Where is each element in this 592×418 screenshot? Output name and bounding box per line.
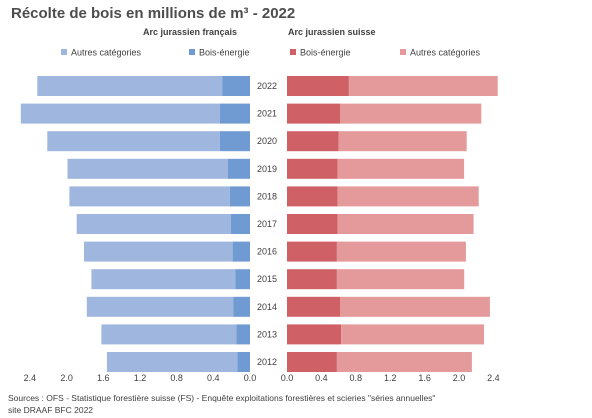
legend-swatch-fr-0 bbox=[61, 49, 67, 55]
year-label-2019: 2019 bbox=[257, 164, 277, 174]
bar-ch-bois-energie-2016 bbox=[287, 241, 337, 262]
chart-title: Récolte de bois en millions de m³ - 2022 bbox=[11, 5, 295, 22]
x-tick-fr-6: 0.0 bbox=[244, 373, 257, 383]
panel-suisse: Arc jurassien suisse Bois-énergie Autres c… bbox=[281, 27, 500, 383]
panel-title-suisse: Arc jurassien suisse bbox=[288, 27, 376, 37]
bar-ch-autres-2014 bbox=[340, 296, 490, 317]
bar-fr-autres-2016 bbox=[84, 241, 233, 262]
x-tick-fr-1: 2.0 bbox=[60, 373, 73, 383]
year-label-2013: 2013 bbox=[257, 329, 277, 339]
bar-ch-autres-2022 bbox=[348, 76, 498, 96]
bar-fr-autres-2018 bbox=[69, 186, 230, 207]
source-line-1: Sources : OFS - Statistique forestière s… bbox=[8, 393, 435, 403]
x-tick-fr-4: 0.8 bbox=[170, 373, 183, 383]
legend-label-ch-0: Bois-énergie bbox=[300, 48, 351, 58]
year-label-2016: 2016 bbox=[257, 247, 277, 257]
bar-fr-autres-2015 bbox=[91, 269, 236, 290]
x-tick-fr-2: 1.6 bbox=[97, 373, 110, 383]
bar-fr-autres-2014 bbox=[86, 296, 234, 317]
x-tick-ch-3: 1.2 bbox=[384, 373, 397, 383]
bar-fr-autres-2019 bbox=[67, 158, 228, 179]
x-tick-fr-0: 2.4 bbox=[24, 373, 37, 383]
legend-swatch-ch-0 bbox=[290, 49, 296, 55]
panel-title-france: Arc jurassien français bbox=[143, 27, 237, 37]
legend-swatch-ch-1 bbox=[400, 49, 406, 55]
bar-fr-bois-energie-2013 bbox=[236, 324, 250, 345]
bar-ch-bois-energie-2022 bbox=[287, 76, 349, 96]
bar-fr-autres-2012 bbox=[106, 352, 238, 372]
source-line-2: site DRAAF BFC 2022 bbox=[8, 405, 93, 415]
bar-ch-bois-energie-2018 bbox=[287, 186, 338, 207]
bar-ch-bois-energie-2020 bbox=[287, 131, 339, 152]
bar-ch-autres-2012 bbox=[336, 352, 472, 372]
x-tick-ch-1: 0.4 bbox=[315, 373, 328, 383]
bar-fr-bois-energie-2021 bbox=[219, 103, 250, 124]
bar-fr-bois-energie-2016 bbox=[232, 241, 250, 262]
bar-fr-bois-energie-2018 bbox=[229, 186, 250, 207]
x-tick-ch-4: 1.6 bbox=[418, 373, 431, 383]
bar-ch-autres-2015 bbox=[336, 269, 465, 290]
bar-fr-autres-2022 bbox=[37, 76, 223, 96]
x-tick-fr-3: 1.2 bbox=[134, 373, 147, 383]
bar-ch-bois-energie-2021 bbox=[287, 103, 341, 124]
bar-fr-bois-energie-2019 bbox=[228, 158, 250, 179]
bar-fr-autres-2013 bbox=[101, 324, 237, 345]
bar-fr-autres-2020 bbox=[47, 131, 220, 152]
bar-ch-bois-energie-2017 bbox=[287, 214, 338, 234]
bar-fr-autres-2021 bbox=[20, 103, 220, 124]
bar-fr-bois-energie-2014 bbox=[233, 296, 250, 317]
year-labels: 2022 2021 2020 2019 2018 2017 2016 2015 2014 2013… bbox=[257, 81, 277, 367]
bar-fr-bois-energie-2015 bbox=[235, 269, 250, 290]
year-label-2022: 2022 bbox=[257, 81, 277, 91]
year-label-2017: 2017 bbox=[257, 219, 277, 229]
legend-label-ch-1: Autres catégories bbox=[410, 48, 481, 58]
bar-ch-bois-energie-2012 bbox=[287, 352, 337, 372]
x-tick-fr-5: 0.4 bbox=[207, 373, 220, 383]
bar-fr-bois-energie-2020 bbox=[219, 131, 250, 152]
bar-ch-autres-2016 bbox=[336, 241, 466, 262]
panel-france: Arc jurassien français Autres catégories B… bbox=[20, 27, 257, 383]
bar-ch-autres-2013 bbox=[341, 324, 484, 345]
bar-ch-bois-energie-2013 bbox=[287, 324, 342, 345]
year-label-2018: 2018 bbox=[257, 191, 277, 201]
x-tick-ch-5: 2.0 bbox=[453, 373, 466, 383]
year-label-2014: 2014 bbox=[257, 302, 277, 312]
year-label-2020: 2020 bbox=[257, 136, 277, 146]
bar-ch-autres-2017 bbox=[337, 214, 474, 234]
year-label-2021: 2021 bbox=[257, 109, 277, 119]
x-tick-ch-2: 0.8 bbox=[350, 373, 363, 383]
bar-ch-bois-energie-2014 bbox=[287, 296, 341, 317]
bar-fr-autres-2017 bbox=[76, 214, 231, 234]
legend-label-fr-0: Autres catégories bbox=[71, 48, 142, 58]
legend-swatch-fr-1 bbox=[189, 49, 195, 55]
x-tick-ch-0: 0.0 bbox=[281, 373, 294, 383]
bar-fr-bois-energie-2022 bbox=[222, 76, 250, 96]
bar-ch-autres-2018 bbox=[337, 186, 479, 207]
year-label-2012: 2012 bbox=[257, 357, 277, 367]
bar-ch-bois-energie-2019 bbox=[287, 158, 338, 179]
bar-fr-bois-energie-2012 bbox=[237, 352, 250, 372]
bar-ch-autres-2021 bbox=[340, 103, 482, 124]
bar-ch-bois-energie-2015 bbox=[287, 269, 337, 290]
bar-ch-autres-2019 bbox=[337, 158, 465, 179]
x-tick-ch-6: 2.4 bbox=[487, 373, 500, 383]
bar-fr-bois-energie-2017 bbox=[230, 214, 250, 234]
bar-ch-autres-2020 bbox=[338, 131, 467, 152]
legend-label-fr-1: Bois-énergie bbox=[199, 48, 250, 58]
year-label-2015: 2015 bbox=[257, 274, 277, 284]
